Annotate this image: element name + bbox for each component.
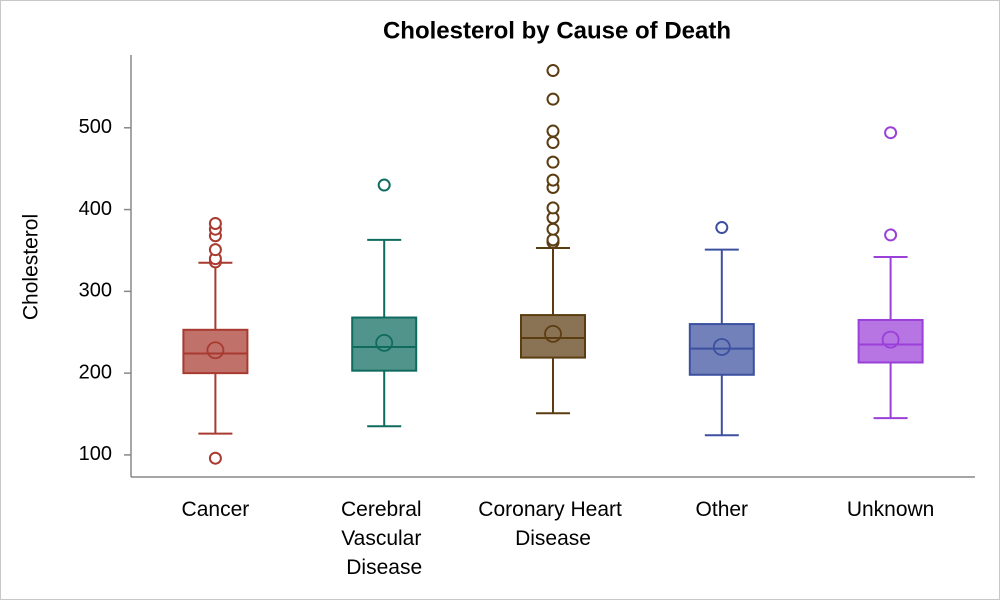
y-tick-label: 300 [79, 280, 112, 302]
outlier [377, 178, 391, 192]
box [520, 314, 586, 359]
outlier [208, 216, 222, 230]
chart-title: Cholesterol by Cause of Death [383, 17, 731, 44]
mean [206, 341, 225, 360]
outlier [208, 451, 222, 465]
mean [881, 330, 900, 349]
x-tick-label: Coronary Heart Disease [478, 498, 627, 550]
outlier [546, 92, 560, 106]
y-tick-label: 500 [79, 116, 112, 138]
y-tick-label: 100 [79, 443, 112, 465]
box [857, 318, 924, 364]
y-tick-label: 200 [79, 361, 112, 383]
outlier [546, 201, 560, 215]
y-tick-label: 400 [79, 198, 112, 220]
outlier [546, 222, 560, 236]
mean [375, 333, 394, 352]
x-tick-label: Cerebral Vascular Disease [341, 498, 427, 579]
outlier [715, 221, 729, 235]
box [182, 328, 249, 375]
outlier [546, 155, 560, 169]
mean [544, 324, 562, 343]
box [351, 316, 418, 372]
mean [712, 338, 731, 356]
outlier [546, 64, 560, 78]
x-tick-label: Other [696, 498, 749, 521]
outlier [884, 126, 898, 140]
y-axis-label: Cholesterol [20, 214, 43, 320]
x-tick-label: Cancer [182, 498, 250, 521]
outlier [546, 173, 560, 187]
outlier [208, 243, 222, 257]
outlier [884, 228, 898, 242]
x-tick-label: Unknown [847, 498, 935, 521]
outlier [546, 136, 560, 150]
outlier [546, 124, 560, 138]
outlier [546, 233, 560, 247]
